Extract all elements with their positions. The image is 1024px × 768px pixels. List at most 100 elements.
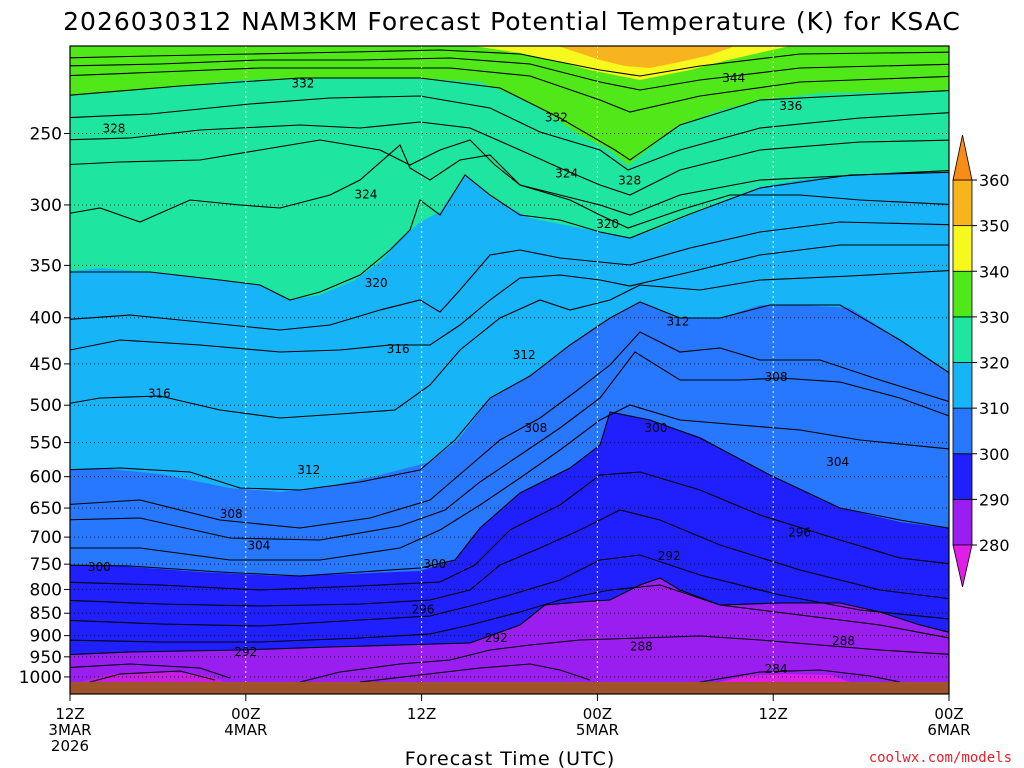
contour-line [89, 663, 901, 682]
x-tick-label-4-0: 12Z [759, 705, 788, 723]
contour-label-29: 292 [234, 645, 257, 659]
band-below-280 [720, 674, 850, 682]
x-tick-label-3-1: 5MAR [576, 721, 619, 739]
x-tick-label-5-1: 6MAR [927, 721, 970, 739]
chart-title: 2026030312 NAM3KM Forecast Potential Tem… [63, 7, 961, 36]
colorbar-tick-label-320: 320 [979, 354, 1010, 373]
contour-line [70, 171, 949, 301]
colorbar-band-0 [952, 498, 973, 546]
x-tick-label-1-0: 00Z [231, 705, 260, 723]
y-tick-label-650: 650 [30, 499, 62, 519]
colorbar-under-arrow [952, 544, 973, 588]
colorbar-tick-label-360: 360 [979, 171, 1010, 190]
contour-label-3: 328 [102, 122, 125, 136]
y-tick-label-400: 400 [30, 309, 62, 329]
band-350-360 [558, 46, 734, 68]
contour-label-20: 296 [788, 526, 811, 540]
y-tick-label-450: 450 [30, 355, 62, 375]
plot-frame [69, 45, 950, 695]
colorbar-over-arrow [952, 134, 973, 181]
colorbar-tick-label-350: 350 [979, 217, 1010, 236]
contour-label-24: 300 [88, 560, 111, 574]
contour-label-16: 300 [645, 421, 668, 435]
contour-line [70, 67, 949, 113]
x-tick-label-5-0: 00Z [934, 705, 963, 723]
contour-label-21: 304 [248, 538, 271, 552]
contour-label-26: 292 [485, 631, 508, 645]
colorbar-tick-label-280: 280 [979, 536, 1010, 555]
x-axis-label: Forecast Time (UTC) [405, 748, 615, 768]
y-tick-label-750: 750 [30, 555, 62, 575]
colorbar-tick-label-340: 340 [979, 262, 1010, 281]
contour-line [70, 244, 949, 353]
y-tick-label-250: 250 [30, 124, 62, 144]
contour-line [70, 49, 949, 77]
plot-area: 332 344 336 328 332 324 328 324 320 320 312 316 312 3… [70, 46, 949, 682]
colorbar-band-7 [952, 179, 973, 227]
contour-lines [70, 49, 949, 682]
y-tick-label-1000: 1000 [19, 668, 62, 688]
contour-label-10: 312 [667, 315, 690, 329]
contour-line [70, 351, 949, 541]
y-tick-label-850: 850 [30, 604, 62, 624]
contour-label-6: 328 [618, 174, 641, 188]
x-tick-label-0-0: 12Z [55, 705, 84, 723]
y-tick-label-700: 700 [30, 528, 62, 548]
contour-line [70, 331, 949, 529]
contour-label-4: 332 [545, 110, 568, 124]
y-tick-label-500: 500 [30, 396, 62, 416]
colorbar-band-5 [952, 270, 973, 318]
band-330-340 [70, 46, 949, 165]
y-tick-label-900: 900 [30, 627, 62, 647]
time-gridlines [245, 46, 774, 682]
contour-label-30: 284 [765, 662, 788, 676]
y-tick-label-350: 350 [30, 256, 62, 276]
contour-line [70, 77, 949, 161]
x-tick-label-0-2: 2026 [51, 737, 89, 755]
contour-label-11: 316 [387, 342, 410, 356]
contour-line [70, 221, 949, 331]
y-axis: 250 300 350 400 450 500 550 600 650 700 750 800 850 9… [19, 124, 70, 688]
colorbar-tick-label-300: 300 [979, 445, 1010, 464]
y-tick-label-950: 950 [30, 648, 62, 668]
contour-line [70, 577, 949, 656]
colorbar-tick-label-290: 290 [979, 490, 1010, 509]
pressure-gridlines [70, 132, 949, 678]
contour-label-18: 312 [297, 463, 320, 477]
colorbar-band-3 [952, 362, 973, 409]
contour-line [70, 95, 949, 171]
terrain-strip [70, 682, 949, 694]
contour-label-23: 300 [423, 557, 446, 571]
colorbar-tick-label-310: 310 [979, 399, 1010, 418]
contour-line [70, 270, 949, 419]
contour-label-2: 336 [779, 99, 802, 113]
contour-line [70, 554, 949, 627]
contour-label-1: 344 [722, 71, 745, 85]
contour-line [70, 121, 949, 196]
contour-label-28: 288 [832, 634, 855, 648]
contour-label-12: 312 [513, 348, 536, 362]
contour-line [70, 139, 949, 216]
contour-line [70, 301, 949, 491]
colorbar-band-6 [952, 225, 973, 272]
contour-label-9: 320 [365, 276, 388, 290]
y-tick-label-550: 550 [30, 434, 62, 454]
x-tick-label-2-0: 12Z [407, 705, 436, 723]
contour-label-14: 316 [148, 386, 171, 400]
contour-label-0: 332 [291, 76, 314, 90]
x-tick-label-0-1: 3MAR [48, 721, 91, 739]
contour-labels: 332 344 336 328 332 324 328 324 320 320 312 316 312 3… [88, 71, 855, 676]
contour-line [70, 144, 949, 229]
credit-text[interactable]: coolwx.com/models [869, 750, 1012, 766]
y-tick-label-600: 600 [30, 468, 62, 488]
contour-line [70, 471, 949, 591]
x-tick-label-1-1: 4MAR [224, 721, 267, 739]
colorbar-band-2 [952, 407, 973, 455]
y-tick-label-800: 800 [30, 580, 62, 600]
contour-label-25: 296 [412, 603, 435, 617]
contour-line [70, 411, 949, 577]
y-tick-label-300: 300 [30, 196, 62, 216]
contour-label-8: 320 [596, 217, 619, 231]
